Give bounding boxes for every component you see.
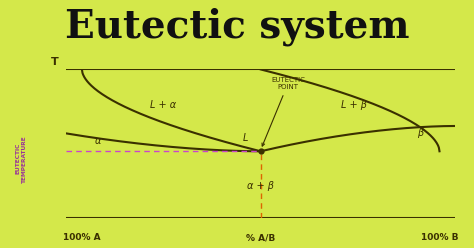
Text: α + β: α + β bbox=[247, 181, 274, 190]
Text: L + α: L + α bbox=[150, 100, 177, 110]
Text: L + β: L + β bbox=[341, 100, 367, 110]
Text: EUTECTIC
POINT: EUTECTIC POINT bbox=[262, 77, 305, 146]
Text: 100% B: 100% B bbox=[421, 233, 458, 242]
Text: α: α bbox=[94, 136, 100, 146]
Text: Eutectic system: Eutectic system bbox=[65, 7, 409, 46]
Text: L: L bbox=[243, 133, 248, 143]
Text: β: β bbox=[417, 128, 423, 138]
Text: % A/B: % A/B bbox=[246, 233, 275, 242]
Text: 100% A: 100% A bbox=[63, 233, 100, 242]
Text: T: T bbox=[51, 57, 59, 67]
Text: EUTECTIC
TEMPERATURE: EUTECTIC TEMPERATURE bbox=[16, 135, 27, 183]
